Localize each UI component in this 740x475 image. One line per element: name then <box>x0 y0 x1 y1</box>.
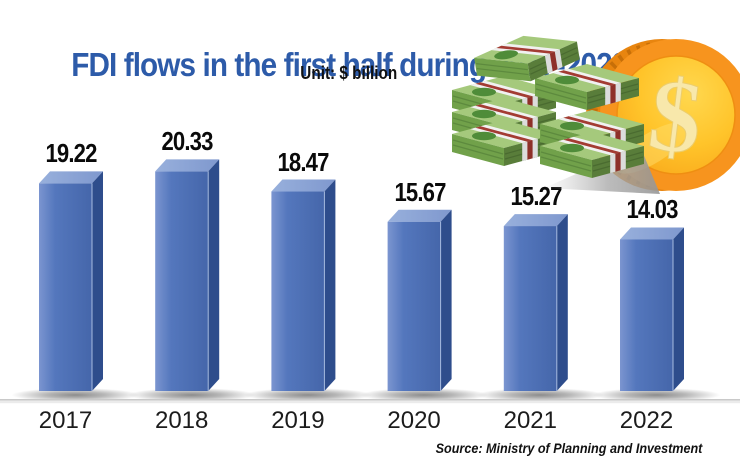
bar-shadow-2017 <box>11 388 140 402</box>
bar-2017 <box>39 171 103 391</box>
bar-value-label-2018: 20.33 <box>161 126 214 157</box>
x-axis-label-2019: 2019 <box>271 407 325 434</box>
bar-shadows <box>11 388 721 402</box>
x-axis-label-2020: 2020 <box>387 407 441 434</box>
bar-value-label-2019: 18.47 <box>277 146 330 177</box>
bar-shadow-2019 <box>243 388 372 402</box>
source-credit: Source: Ministry of Planning and Investm… <box>435 440 702 456</box>
unit-label: Unit: $ billion <box>300 63 398 83</box>
bar-2020 <box>387 209 452 391</box>
x-axis-label-2018: 2018 <box>154 407 209 434</box>
x-axis-label-2022: 2022 <box>619 407 674 434</box>
bar-value-label-2022: 14.03 <box>626 194 678 225</box>
bar-shadow-2021 <box>476 388 605 402</box>
bar-value-label-2017: 19.22 <box>45 138 97 169</box>
money-illustration: $ <box>451 27 740 194</box>
baseline-band <box>0 400 740 404</box>
bar-shadow-2022 <box>592 388 721 402</box>
bar-2019 <box>271 179 336 391</box>
x-axis-label-2021: 2021 <box>503 407 557 434</box>
bars-layer <box>39 159 684 391</box>
bar-shadow-2018 <box>127 388 256 402</box>
bar-2022 <box>620 227 684 391</box>
bar-shadow-2020 <box>360 388 489 402</box>
bar-value-label-2020: 15.67 <box>394 176 446 207</box>
baseline-axis <box>0 399 740 401</box>
bar-2021 <box>503 214 568 391</box>
bar-2018 <box>155 159 220 391</box>
x-axis-label-2017: 2017 <box>38 407 93 434</box>
